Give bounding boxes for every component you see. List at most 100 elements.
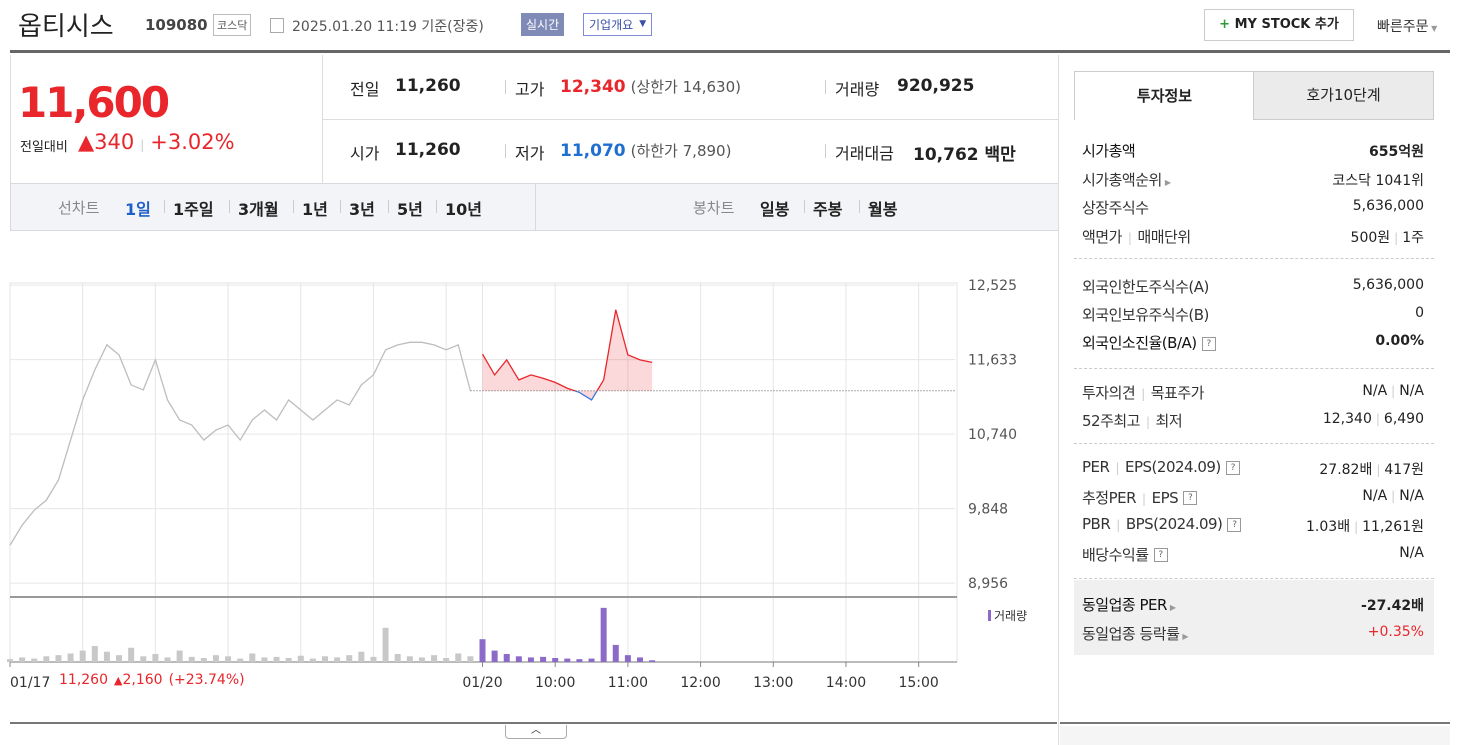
period-tab[interactable]: 1년: [302, 200, 328, 219]
quote-label: 저가: [515, 144, 545, 163]
value: 12,340: [1322, 411, 1372, 427]
label: 목표주가: [1150, 384, 1205, 402]
label: 외국인한도주식수(A): [1082, 278, 1209, 296]
label: EPS: [1151, 488, 1179, 507]
tab-sep: [388, 200, 389, 213]
candle-tab[interactable]: 일봉: [760, 200, 790, 219]
stock-name: 옵티시스: [18, 12, 114, 42]
volume-bar: [382, 627, 389, 662]
period-tab[interactable]: 3년: [349, 200, 375, 219]
y-tick-label: 10,740: [968, 427, 1017, 443]
price-line: [9, 341, 472, 546]
volume-bar: [152, 654, 159, 662]
info-label: 상장주식수: [1082, 197, 1149, 218]
volume-bar: [212, 655, 219, 662]
info-value: 0: [1415, 305, 1424, 321]
help-icon: ?: [1153, 548, 1168, 563]
info-label: 배당수익률?: [1082, 544, 1168, 565]
period-tab[interactable]: 3개월: [238, 200, 279, 219]
period-tab[interactable]: 1주일: [173, 200, 214, 219]
side-tab[interactable]: 투자정보: [1074, 71, 1255, 120]
info-value: 27.82배 | 417원: [1319, 459, 1424, 479]
quote-value: 11,260: [395, 140, 461, 160]
company-button[interactable]: 기업개요 ▼: [583, 13, 653, 36]
period-tab[interactable]: 5년: [397, 200, 423, 219]
market-badge: 코스닥: [213, 14, 252, 36]
volume-bar: [309, 658, 316, 662]
label: 액면가: [1082, 227, 1122, 246]
quote-value: 11,260: [395, 76, 461, 96]
quote-label: 거래량: [835, 80, 880, 99]
info-label: 외국인보유주식수(B): [1082, 304, 1209, 325]
value: 5,636,000: [1352, 277, 1424, 293]
collapse-button[interactable]: ︿: [505, 725, 567, 739]
realtime-button[interactable]: 실시간: [521, 13, 565, 36]
change-value: 340: [94, 130, 135, 154]
volume-bar: [624, 655, 631, 662]
info-value: -27.42배: [1361, 595, 1424, 615]
period-tab[interactable]: 1일: [125, 200, 151, 219]
quick-order[interactable]: 빠른주문 ▼: [1377, 19, 1438, 35]
info-value: 12,340 | 6,490: [1323, 411, 1424, 427]
volume-bar: [116, 655, 123, 662]
info-label: 52주최고 | 최저: [1082, 410, 1183, 431]
volume-bar: [443, 658, 450, 662]
value: 10,762 백만: [913, 145, 1016, 165]
value: N/A: [1399, 383, 1424, 399]
volume-bar: [588, 658, 595, 662]
cell-divider: [825, 80, 826, 94]
mystock-button[interactable]: + MY STOCK 추가: [1204, 9, 1354, 41]
side-tab[interactable]: 호가10단계: [1253, 71, 1434, 120]
volume-bar: [91, 646, 98, 662]
current-price: 11,600: [18, 78, 170, 127]
help-icon: ?: [1227, 517, 1242, 532]
period-tab[interactable]: 10년: [445, 200, 482, 219]
candle-tab[interactable]: 월봉: [868, 200, 898, 219]
info-value: N/A | N/A: [1362, 383, 1424, 399]
tab-label: 선차트: [58, 199, 100, 217]
info-label: 추정PER | EPS?: [1082, 487, 1198, 508]
value: -27.42배: [1361, 598, 1424, 614]
y-tick-label: 11,633: [968, 353, 1017, 369]
help-icon: ?: [1201, 336, 1216, 351]
value: 1.03배: [1306, 519, 1351, 536]
quick-order-label: 빠른주문: [1377, 19, 1429, 35]
side-divider: [1058, 55, 1059, 745]
volume-bar: [261, 657, 268, 662]
quote-value: 920,925: [897, 76, 974, 96]
prev-change: 2,160: [122, 672, 163, 688]
volume-bar: [467, 656, 474, 662]
tab-sep: [436, 200, 437, 213]
info-label: 동일업종 PER ▶: [1082, 594, 1176, 615]
prev-price: 11,260: [59, 672, 108, 688]
value: 417원: [1384, 462, 1424, 478]
tab-sep: [229, 200, 230, 213]
x-tick-label: 01/17: [10, 675, 50, 691]
info-value: 500원 | 1주: [1351, 227, 1424, 247]
sep: |: [1116, 518, 1120, 533]
sub-value: (상한가 14,630): [630, 78, 741, 96]
group-sep: [1074, 578, 1434, 579]
volume-bar: [503, 654, 510, 662]
volume-bar: [418, 657, 425, 662]
volume-bar: [370, 656, 377, 662]
volume-bar: [394, 654, 401, 662]
label: 상장주식수: [1082, 199, 1149, 218]
volume-bar: [576, 659, 583, 662]
candle-tab[interactable]: 주봉: [813, 200, 843, 219]
sep: |: [1115, 461, 1119, 475]
y-tick-label: 12,525: [968, 278, 1017, 294]
info-value: +0.35%: [1368, 624, 1424, 640]
link-arrow: ▶: [1182, 632, 1189, 641]
info-value: 0.00%: [1375, 333, 1424, 349]
label: EPS(2024.09): [1125, 458, 1221, 476]
label: 시가총액순위: [1082, 170, 1162, 189]
quote-value: 10,762 백만: [913, 140, 1016, 165]
info-label: PBR | BPS(2024.09)?: [1082, 515, 1242, 533]
volume-bar: [406, 656, 413, 662]
value: 0.00%: [1375, 333, 1424, 349]
info-label: 외국인한도주식수(A): [1082, 276, 1209, 297]
quote-label: 시가: [350, 144, 380, 163]
value: 655억원: [1369, 144, 1424, 160]
quote-label: 거래대금: [835, 144, 894, 163]
